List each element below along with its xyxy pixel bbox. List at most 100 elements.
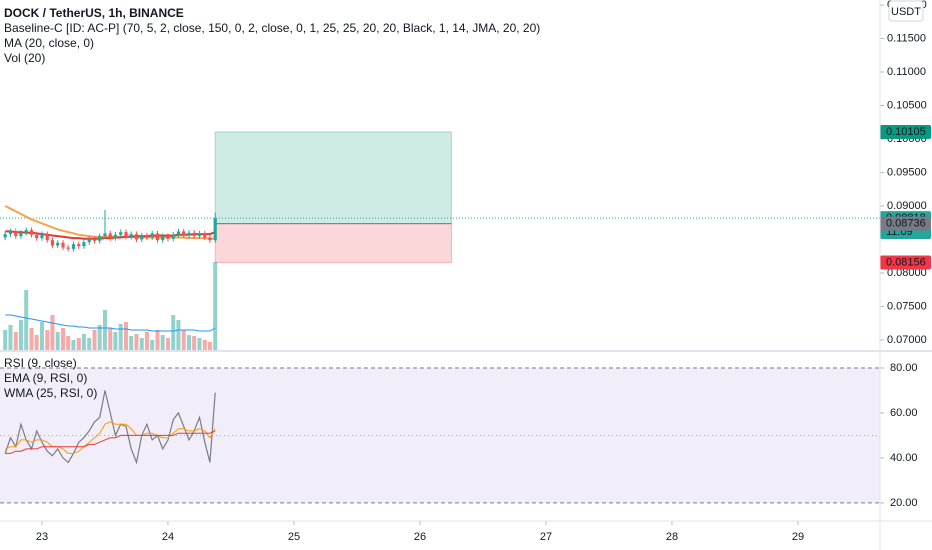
indicator-line xyxy=(4,390,216,465)
candle-body xyxy=(35,234,39,239)
volume-ma xyxy=(5,314,216,332)
volume-bar xyxy=(129,336,134,350)
chart-title: DOCK / TetherUS, 1h, BINANCE xyxy=(4,6,184,20)
candle-body xyxy=(197,233,202,237)
candle-body xyxy=(87,238,91,243)
y-tick-label: 0.07500 xyxy=(887,300,927,312)
y-tick-label: 0.10500 xyxy=(887,99,927,111)
candle-body xyxy=(124,232,128,237)
volume-bar xyxy=(92,330,97,350)
volume-bar xyxy=(181,330,186,350)
candle-body xyxy=(161,236,165,241)
volume-bar xyxy=(18,320,23,350)
price-pane xyxy=(0,131,880,350)
candle-body xyxy=(8,231,13,235)
legend: DOCK / TetherUS, 1h, BINANCE Baseline-C … xyxy=(4,6,540,400)
y-tick-label: 80.00 xyxy=(890,362,918,374)
y-tick-label: 0.09000 xyxy=(887,200,927,212)
unit-label: USDT xyxy=(891,6,921,18)
volume-bar xyxy=(13,332,18,350)
volume-bar xyxy=(97,325,102,350)
volume-bar xyxy=(213,262,218,350)
candle-body xyxy=(71,244,76,249)
volume-bar xyxy=(176,320,181,350)
candle-body xyxy=(24,230,28,233)
candle-body xyxy=(140,235,144,240)
candle-body xyxy=(82,242,86,247)
candle-body xyxy=(29,230,34,235)
volume-bar xyxy=(118,324,123,350)
candle-body xyxy=(92,238,97,241)
volume-bar xyxy=(202,340,207,350)
volume-bar xyxy=(76,338,81,350)
volume-bar xyxy=(108,328,113,350)
indicator-line xyxy=(5,430,216,454)
volume-bar xyxy=(102,310,107,350)
volume-bar xyxy=(71,340,76,350)
candle-body xyxy=(108,233,112,239)
volume-bar xyxy=(55,332,60,350)
volume-bar xyxy=(8,325,13,350)
volume-bar xyxy=(134,334,139,350)
candle-body xyxy=(166,236,170,239)
candle-body xyxy=(155,233,160,241)
y-tick-label: 0.07000 xyxy=(887,334,927,346)
y-tick-label: 20.00 xyxy=(890,497,918,509)
legend-item: MA (20, close, 0) xyxy=(4,36,94,50)
x-tick-label: 29 xyxy=(792,531,804,543)
volume-bar xyxy=(171,315,176,350)
candle-body xyxy=(171,234,175,239)
volume-bar xyxy=(3,330,8,350)
volume-bar xyxy=(155,330,160,350)
price-label: 0.08736 xyxy=(886,218,926,230)
candle-body xyxy=(19,232,23,237)
y-tick-label: 0.09500 xyxy=(887,166,927,178)
price-label-box xyxy=(880,216,931,231)
candle-body xyxy=(66,247,70,249)
candle-body xyxy=(56,242,60,246)
price-label: 0.10105 xyxy=(886,126,926,138)
volume-bar xyxy=(165,338,170,350)
candle-body xyxy=(213,218,217,241)
candle-body xyxy=(182,231,186,236)
candle-body xyxy=(134,234,139,240)
volume-bar xyxy=(207,342,212,350)
y-tick-label: 0.11000 xyxy=(887,66,926,78)
candle-body xyxy=(208,237,212,241)
volume-bar xyxy=(124,322,129,350)
candle-body xyxy=(40,234,44,239)
candle-body xyxy=(14,231,18,237)
volume-bar xyxy=(187,335,192,350)
volume-bar xyxy=(39,322,44,350)
candle-body xyxy=(145,235,149,238)
volume-bar xyxy=(144,332,149,350)
legend-item: Baseline-C [ID: AC-P] (70, 5, 2, close, … xyxy=(4,21,540,35)
candle-body xyxy=(77,244,81,247)
volume-bar xyxy=(197,338,202,350)
candle-body xyxy=(61,242,65,248)
legend-item: EMA (9, RSI, 0) xyxy=(4,371,87,385)
candle-body xyxy=(187,232,191,236)
candle-body xyxy=(203,233,207,238)
y-tick-label: 0.08000 xyxy=(887,267,927,279)
candle-body xyxy=(98,236,102,241)
volume-bar xyxy=(192,336,197,350)
candle-body xyxy=(103,233,107,237)
candle-body xyxy=(150,233,154,238)
volume-bar xyxy=(150,340,155,350)
price-label-box xyxy=(880,124,931,139)
volume-bar xyxy=(87,338,92,350)
volume-bar xyxy=(66,336,71,350)
volume-bar xyxy=(113,332,118,350)
candle-body xyxy=(45,234,49,241)
axes: 23 24 25 26 27 28 29 0.07000 0.07500 0.08000 0.090… xyxy=(36,0,931,543)
volume-bar xyxy=(29,328,34,350)
y-tick-label: 0.11500 xyxy=(887,32,926,44)
target-zone xyxy=(214,131,452,225)
unit-box[interactable] xyxy=(888,0,924,22)
candle-body xyxy=(192,232,196,237)
stop-zone xyxy=(214,223,452,264)
volume-bar xyxy=(139,338,144,350)
